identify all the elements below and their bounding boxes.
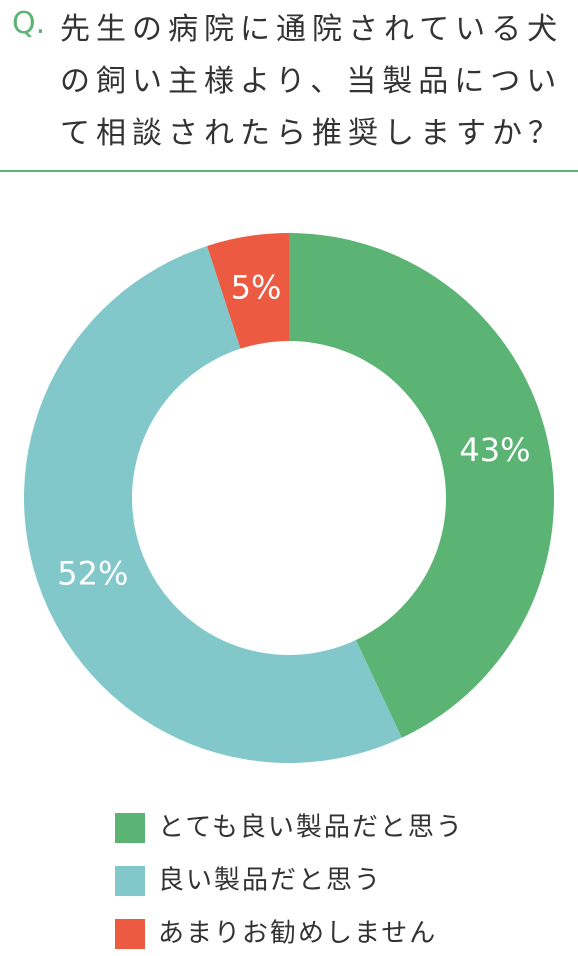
legend-swatch bbox=[115, 866, 145, 896]
donut-slice bbox=[24, 245, 402, 763]
legend-label: 良い製品だと思う bbox=[158, 866, 382, 896]
data-label: 43% bbox=[459, 431, 530, 469]
legend-label: とても良い製品だと思う bbox=[158, 813, 464, 843]
legend-swatch bbox=[115, 919, 145, 949]
donut-slice bbox=[289, 233, 554, 738]
legend-swatch bbox=[115, 813, 145, 843]
data-label: 52% bbox=[57, 555, 128, 593]
data-label: 5% bbox=[231, 269, 282, 307]
legend-label: あまりお勧めしません bbox=[158, 919, 437, 949]
question-prefix: Q. bbox=[12, 6, 46, 41]
donut-slice bbox=[207, 233, 289, 349]
chart-title: 先生の病院に通院されている犬の飼い主様より、当製品について相談されたら推奨します… bbox=[60, 12, 564, 151]
header: Q. 先生の病院に通院されている犬の飼い主様より、当製品について相談されたら推奨… bbox=[0, 0, 578, 172]
